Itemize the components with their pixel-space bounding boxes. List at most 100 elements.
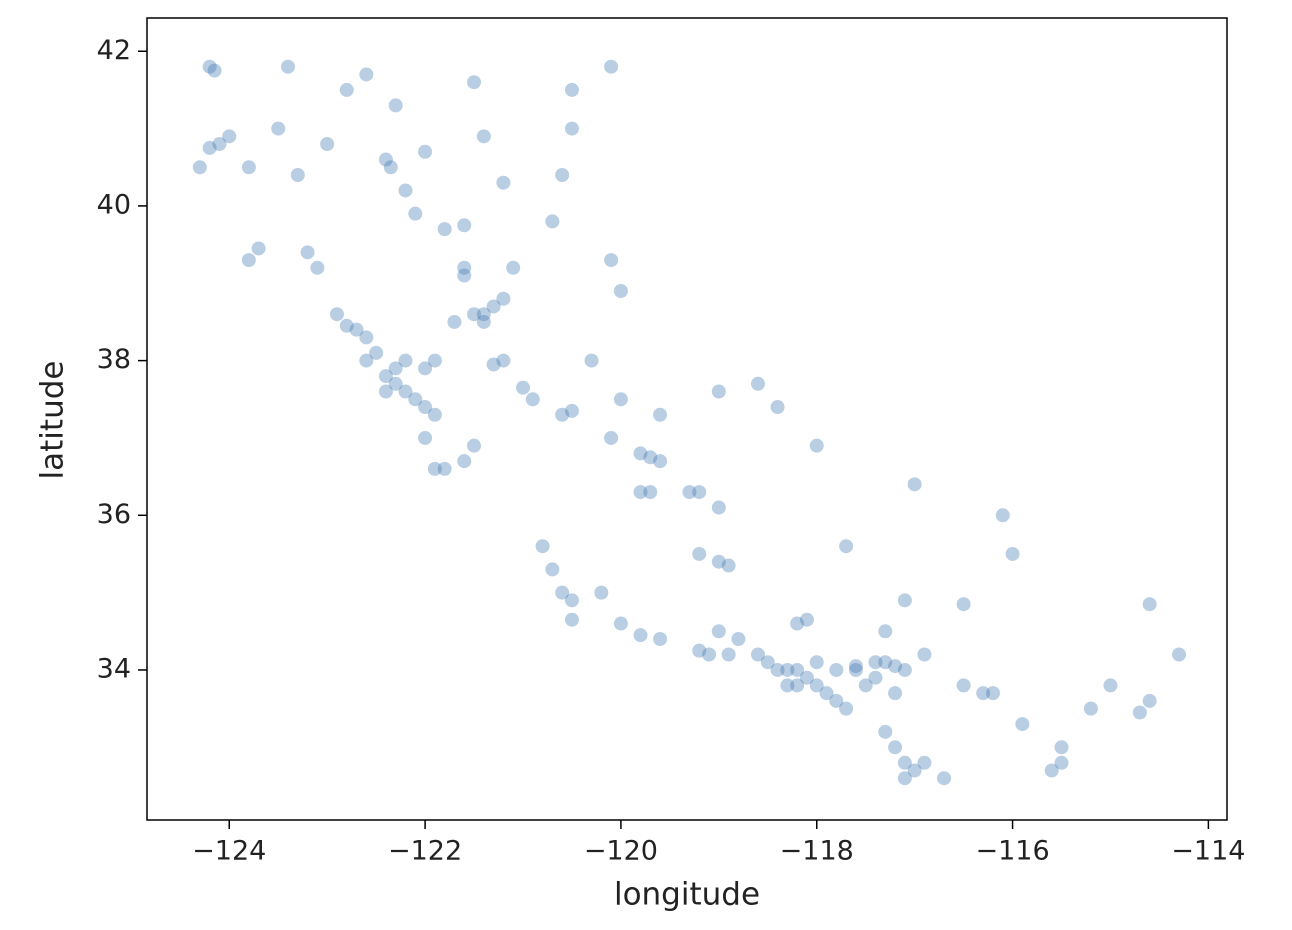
point — [222, 129, 237, 144]
point — [878, 724, 893, 739]
point — [956, 597, 971, 612]
point — [643, 485, 658, 500]
point — [398, 353, 413, 368]
point — [535, 539, 550, 554]
point — [457, 268, 472, 283]
point — [721, 647, 736, 662]
y-tick-label: 42 — [97, 35, 131, 66]
y-tick-label: 34 — [97, 653, 131, 684]
point — [369, 345, 384, 360]
point — [809, 678, 824, 693]
x-tick-label: −114 — [1171, 836, 1245, 867]
point — [829, 662, 844, 677]
point — [604, 59, 619, 74]
point — [770, 400, 785, 415]
point — [545, 562, 560, 577]
point — [770, 662, 785, 677]
point — [1103, 678, 1118, 693]
point — [408, 206, 423, 221]
point — [1054, 755, 1069, 770]
point — [1015, 717, 1030, 732]
point — [408, 392, 423, 407]
point — [643, 450, 658, 465]
point — [907, 477, 922, 492]
point — [545, 214, 560, 229]
point — [564, 121, 579, 136]
point — [515, 380, 530, 395]
point — [388, 361, 403, 376]
point — [878, 624, 893, 639]
point — [868, 670, 883, 685]
point — [506, 260, 521, 275]
point — [1142, 693, 1157, 708]
point — [799, 612, 814, 627]
point — [418, 400, 433, 415]
point — [613, 284, 628, 299]
point — [976, 686, 991, 701]
point — [418, 361, 433, 376]
point — [467, 307, 482, 322]
point — [790, 678, 805, 693]
point — [476, 129, 491, 144]
point — [300, 245, 315, 260]
point — [447, 314, 462, 329]
point — [848, 659, 863, 674]
point — [985, 686, 1000, 701]
point — [878, 655, 893, 670]
point — [692, 546, 707, 561]
point — [721, 558, 736, 573]
point — [476, 307, 491, 322]
point — [280, 59, 295, 74]
point — [692, 643, 707, 658]
point — [780, 678, 795, 693]
point — [702, 647, 717, 662]
point — [653, 407, 668, 422]
point — [604, 430, 619, 445]
point — [496, 291, 511, 306]
x-tick-label: −120 — [584, 836, 658, 867]
point — [819, 686, 834, 701]
point — [476, 314, 491, 329]
point — [633, 446, 648, 461]
point — [1054, 740, 1069, 755]
x-axis-title: longitude — [614, 877, 760, 913]
point — [888, 659, 903, 674]
point — [564, 612, 579, 627]
point — [427, 353, 442, 368]
point — [711, 624, 726, 639]
point — [907, 763, 922, 778]
point — [1132, 705, 1147, 720]
point — [486, 299, 501, 314]
point — [467, 438, 482, 453]
point — [564, 82, 579, 97]
point — [633, 628, 648, 643]
point — [897, 593, 912, 608]
point — [809, 655, 824, 670]
y-tick-label: 38 — [97, 344, 131, 375]
point — [937, 771, 952, 786]
point — [917, 647, 932, 662]
point — [496, 353, 511, 368]
point — [496, 175, 511, 190]
point — [564, 403, 579, 418]
point — [207, 63, 222, 78]
point — [839, 701, 854, 716]
point — [290, 167, 305, 182]
point — [848, 662, 863, 677]
point — [711, 554, 726, 569]
point — [418, 430, 433, 445]
point — [378, 152, 393, 167]
point — [457, 454, 472, 469]
point — [339, 82, 354, 97]
point — [711, 500, 726, 515]
point — [457, 260, 472, 275]
point — [917, 755, 932, 770]
x-tick-label: −124 — [192, 836, 266, 867]
point — [809, 438, 824, 453]
x-tick-label: −116 — [975, 836, 1049, 867]
point — [320, 137, 335, 152]
point — [897, 771, 912, 786]
point — [555, 407, 570, 422]
point — [780, 662, 795, 677]
point — [790, 616, 805, 631]
